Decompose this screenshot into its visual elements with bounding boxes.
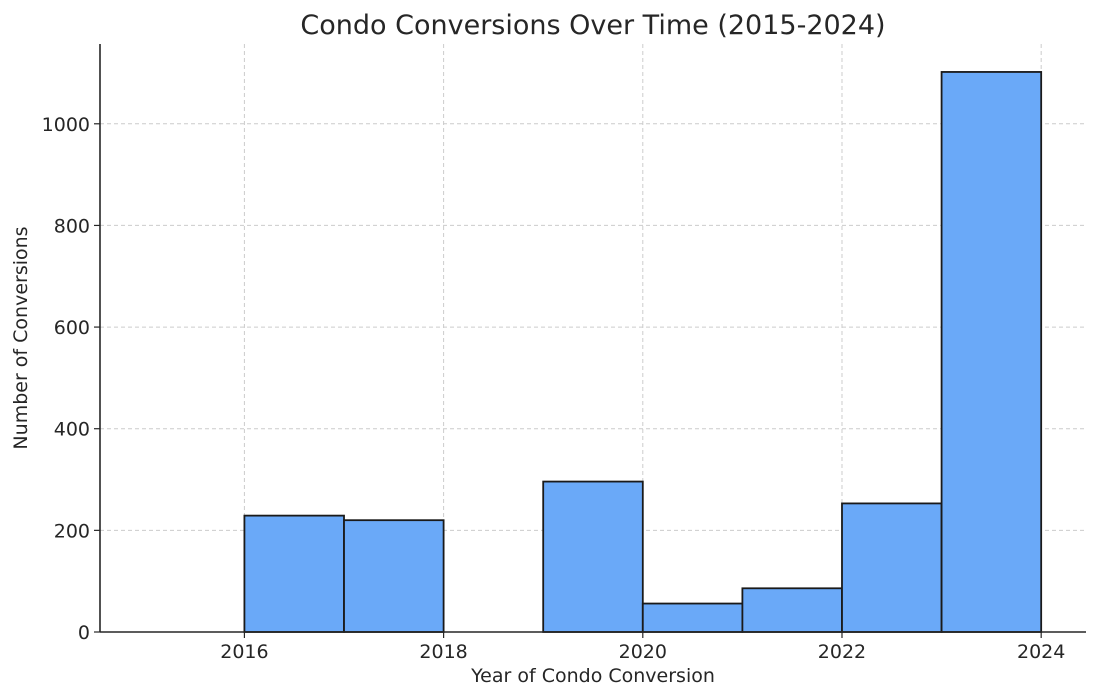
- bar-4: [542, 480, 644, 633]
- axes: [99, 44, 1086, 633]
- bar-1: [243, 514, 345, 633]
- x-tick-label-2016: 2016: [220, 641, 268, 663]
- x-tick-label-2020: 2020: [619, 641, 667, 663]
- bars: [243, 71, 1043, 633]
- bar-8: [940, 71, 1043, 633]
- bar-7: [841, 502, 943, 633]
- x-axis-label: Year of Condo Conversion: [470, 665, 715, 687]
- x-tick-label-2018: 2018: [419, 641, 467, 663]
- y-tick-label-600: 600: [54, 317, 90, 339]
- chart-title: Condo Conversions Over Time (2015-2024): [300, 10, 885, 41]
- ticks: 2016 2018 2020 2022 2024 0 200 400 600 800 1000: [42, 114, 1066, 663]
- y-tick-label-800: 800: [54, 215, 90, 237]
- bar-5: [641, 602, 744, 633]
- y-tick-label-400: 400: [54, 419, 90, 441]
- x-tick-label-2024: 2024: [1017, 641, 1065, 663]
- y-tick-label-1000: 1000: [42, 114, 90, 136]
- x-tick-label-2022: 2022: [818, 641, 866, 663]
- y-tick-label-200: 200: [54, 520, 90, 542]
- y-axis-label: Number of Conversions: [10, 226, 32, 449]
- bar-6: [741, 587, 843, 633]
- y-tick-label-0: 0: [78, 622, 90, 644]
- bar-2: [343, 519, 445, 633]
